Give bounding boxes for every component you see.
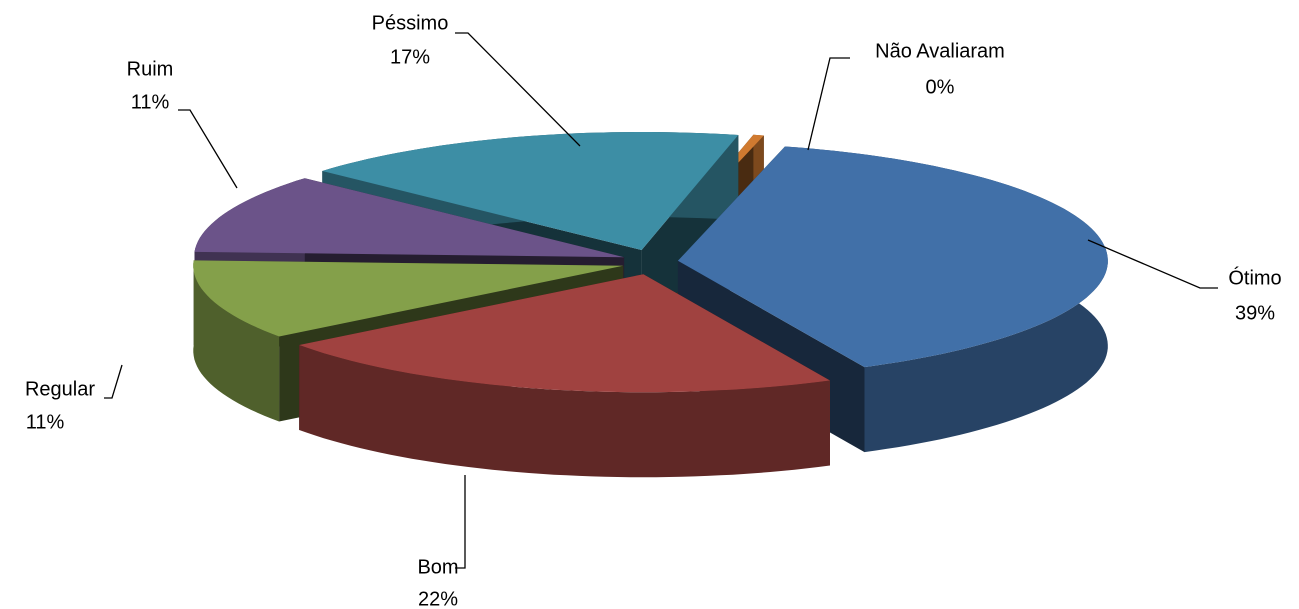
slice-value-label: 39% bbox=[1235, 302, 1275, 324]
slice-value-label: 17% bbox=[390, 46, 430, 68]
pie-slice bbox=[299, 274, 830, 478]
slice-name: Regular bbox=[25, 378, 95, 400]
leader-line bbox=[1087, 239, 1218, 289]
slice-value-label: 22% bbox=[418, 588, 458, 609]
leader-line bbox=[807, 57, 850, 151]
slice-top bbox=[299, 274, 830, 393]
slice-top bbox=[193, 260, 624, 337]
leader-line bbox=[455, 475, 466, 569]
slice-top bbox=[194, 178, 625, 258]
slice-wall bbox=[193, 260, 280, 422]
slice-top bbox=[677, 146, 1108, 368]
slice-name: Não Avaliaram bbox=[875, 40, 1005, 62]
slice-value-label: 11% bbox=[26, 411, 65, 433]
leader-line bbox=[178, 109, 238, 189]
slice-name: Ruim bbox=[127, 58, 174, 80]
leader-line bbox=[104, 364, 123, 399]
leader-line bbox=[455, 32, 581, 147]
slice-wall bbox=[299, 345, 830, 478]
slice-name: Ótimo bbox=[1228, 266, 1281, 289]
slice-value-label: 11% bbox=[131, 91, 170, 113]
slice-name: Bom bbox=[417, 556, 458, 578]
slice-name: Péssimo bbox=[372, 12, 449, 34]
slice-top bbox=[322, 132, 739, 250]
slice-value-label: 0% bbox=[926, 76, 955, 98]
